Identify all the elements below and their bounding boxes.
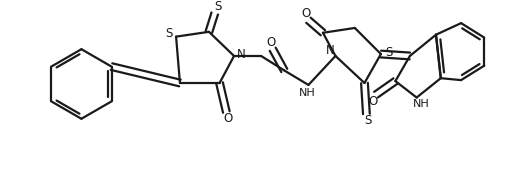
Text: NH: NH	[413, 99, 430, 109]
Text: O: O	[369, 95, 378, 108]
Text: N: N	[326, 44, 335, 57]
Text: O: O	[266, 36, 276, 49]
Text: S: S	[365, 114, 372, 127]
Text: S: S	[385, 46, 392, 59]
Text: NH: NH	[299, 88, 316, 98]
Text: O: O	[224, 112, 233, 125]
Text: S: S	[166, 27, 173, 40]
Text: O: O	[301, 7, 310, 20]
Text: N: N	[237, 47, 245, 61]
Text: S: S	[214, 0, 221, 13]
